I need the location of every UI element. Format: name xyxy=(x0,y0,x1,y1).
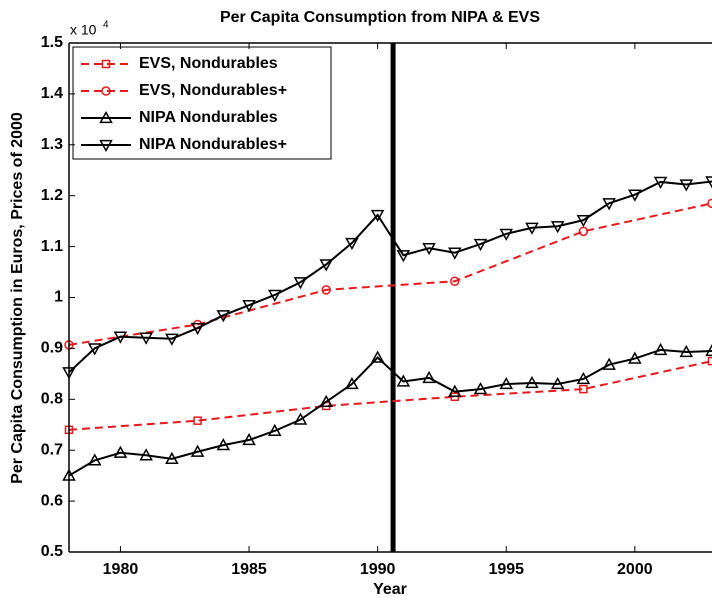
series-line xyxy=(68,180,712,374)
marker xyxy=(576,214,591,228)
marker xyxy=(396,250,411,263)
marker xyxy=(99,139,113,153)
marker xyxy=(267,423,282,437)
y-axis-label: Per Capita Consumption in Euros, Prices … xyxy=(9,112,26,484)
marker xyxy=(628,351,642,364)
marker xyxy=(448,384,462,397)
marker xyxy=(190,444,205,457)
marker xyxy=(550,221,565,234)
marker xyxy=(321,285,331,295)
legend-label: NIPA Nondurables+ xyxy=(139,136,287,153)
legend-label: EVS, Nondurables xyxy=(139,55,278,72)
marker xyxy=(499,376,514,390)
y-tick-label: 0.6 xyxy=(41,492,63,509)
series-line xyxy=(68,360,712,431)
x-tick-label: 1990 xyxy=(360,561,396,578)
overlay: EVS, Nondurables EVS, Nondurables+ NIPA No… xyxy=(72,46,332,160)
marker xyxy=(473,382,488,395)
marker xyxy=(193,416,202,425)
marker xyxy=(579,384,588,394)
marker xyxy=(139,448,153,461)
marker xyxy=(578,226,589,237)
marker xyxy=(101,59,111,69)
marker xyxy=(707,198,712,209)
marker xyxy=(653,176,668,190)
x-tick-label: 1980 xyxy=(103,561,139,578)
series-line xyxy=(68,348,712,477)
marker xyxy=(370,209,385,223)
marker xyxy=(190,322,205,336)
marker xyxy=(448,247,462,260)
y-tick-label: 1.5 xyxy=(41,34,63,51)
marker xyxy=(319,259,333,272)
marker xyxy=(99,110,113,124)
legend-label: NIPA Nondurables xyxy=(139,109,278,126)
marker xyxy=(345,376,359,390)
marker xyxy=(707,356,712,366)
marker xyxy=(550,376,565,390)
marker xyxy=(242,299,256,313)
y-tick-label: 1.4 xyxy=(41,85,63,102)
y-tick-label: 0.7 xyxy=(41,441,63,458)
series-line xyxy=(68,202,712,346)
marker xyxy=(165,451,179,465)
marker xyxy=(293,412,308,425)
marker xyxy=(87,343,102,356)
y-tick-label: 0.5 xyxy=(41,543,63,560)
marker xyxy=(679,344,694,358)
marker xyxy=(705,176,712,189)
y-multiplier-exponent: 4 xyxy=(103,20,109,31)
y-tick-label: 1.2 xyxy=(41,187,63,204)
marker xyxy=(87,453,102,466)
y-tick-label: 1.3 xyxy=(41,136,63,153)
marker xyxy=(370,350,385,363)
marker xyxy=(422,370,436,384)
marker xyxy=(101,86,111,96)
marker xyxy=(267,289,282,302)
marker xyxy=(216,438,231,451)
x-tick-label: 2000 xyxy=(617,561,653,578)
chart-title: Per Capita Consumption from NIPA & EVS xyxy=(220,9,540,26)
y-tick-label: 0.9 xyxy=(41,340,63,357)
marker xyxy=(602,357,616,370)
marker xyxy=(319,394,333,407)
marker xyxy=(422,242,436,256)
marker xyxy=(628,189,642,202)
marker xyxy=(499,228,514,241)
marker xyxy=(576,371,591,385)
legend-box xyxy=(72,46,332,160)
marker xyxy=(165,333,179,346)
marker xyxy=(242,432,256,446)
marker xyxy=(525,375,539,389)
y-tick-label: 0.8 xyxy=(41,391,63,408)
x-axis-label: Year xyxy=(373,581,407,598)
x-tick-label: 1995 xyxy=(488,561,524,578)
marker xyxy=(679,179,694,192)
marker xyxy=(705,343,712,357)
y-tick-label: 1.1 xyxy=(41,238,63,255)
marker xyxy=(653,342,668,356)
plot-area xyxy=(62,43,712,552)
marker xyxy=(602,198,616,211)
legend-label: EVS, Nondurables+ xyxy=(139,82,287,99)
y-tick-label: 1 xyxy=(54,289,63,306)
marker xyxy=(139,332,153,345)
marker xyxy=(473,238,488,252)
y-multiplier: x 10 xyxy=(70,22,97,38)
marker xyxy=(293,277,308,290)
marker xyxy=(450,276,460,286)
marker xyxy=(113,445,128,458)
x-tick-label: 1985 xyxy=(231,561,267,578)
marker xyxy=(525,222,539,235)
marker xyxy=(345,237,359,251)
marker xyxy=(216,310,231,323)
marker xyxy=(396,374,411,387)
marker xyxy=(113,331,128,344)
